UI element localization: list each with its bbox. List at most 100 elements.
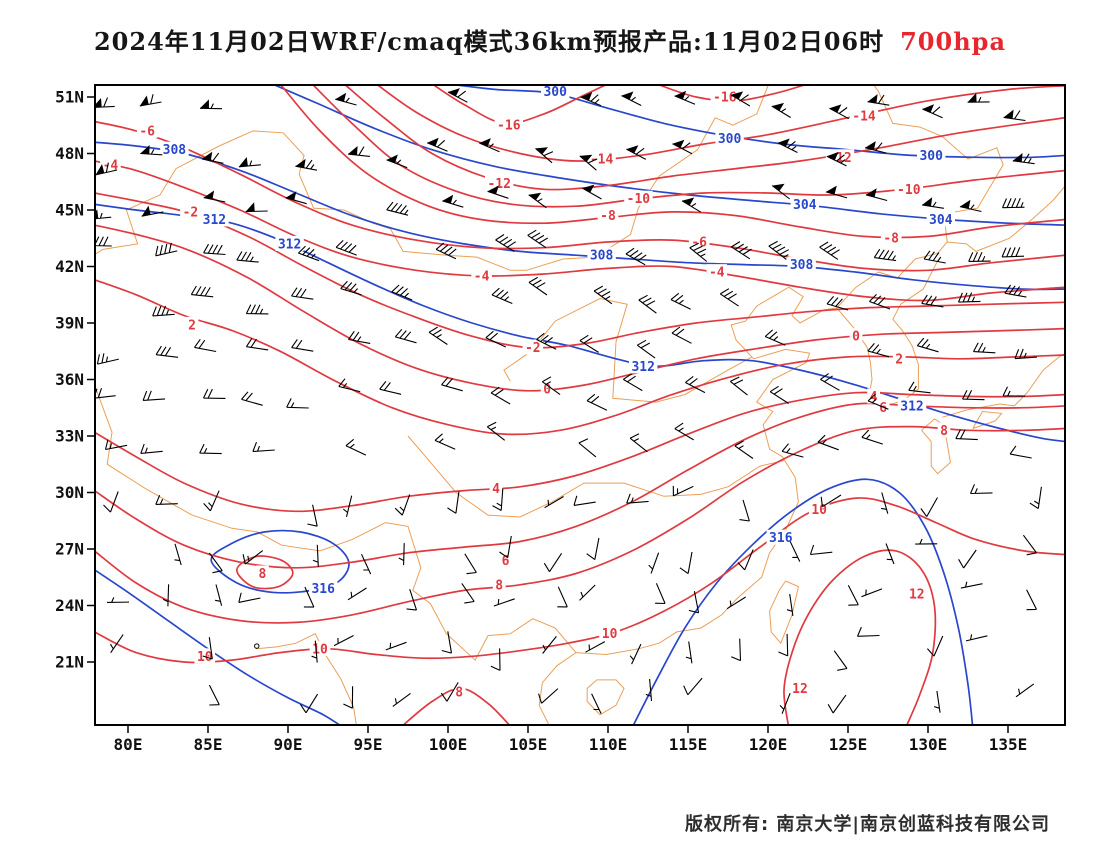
- wind-barb: [485, 330, 507, 348]
- wind-barb-pennant: [772, 183, 785, 192]
- contour-label: 4: [492, 482, 500, 497]
- wind-barb: [873, 248, 897, 262]
- contour-label-mask: [849, 107, 879, 123]
- temperature-contour: [279, 85, 1065, 239]
- wind-barb: [817, 434, 839, 451]
- y-tick-label: 45N: [55, 200, 84, 219]
- wind-barb: [392, 692, 411, 707]
- wind-barb: [769, 385, 789, 404]
- wind-barb: [625, 247, 647, 266]
- coastline: [407, 435, 785, 518]
- contour-label: -16: [713, 91, 737, 106]
- wind-barb-pennant: [442, 194, 454, 204]
- wind-barb: [155, 494, 178, 505]
- wind-barb: [435, 242, 457, 260]
- contour-label: 6: [502, 554, 510, 569]
- wind-barb: [406, 589, 418, 611]
- contour-label-mask: [892, 350, 906, 366]
- wind-barbs-group: [95, 88, 1042, 714]
- wind-barb: [236, 251, 259, 263]
- wind-barb-pennant: [626, 145, 639, 154]
- x-tick-label: 85E: [194, 735, 223, 754]
- temperature-contour: [344, 85, 1065, 191]
- wind-barb: [110, 634, 124, 654]
- wind-barb-pennant: [771, 102, 784, 111]
- wind-barb: [490, 386, 511, 405]
- height-contour: [95, 141, 1065, 291]
- contour-label: 312: [203, 213, 226, 228]
- contour-label: 12: [792, 682, 808, 697]
- contour-label-mask: [894, 181, 923, 197]
- contour-label: 312: [900, 399, 923, 414]
- contour-label-mask: [790, 196, 819, 212]
- wind-barb: [203, 490, 220, 512]
- contour-label-mask: [200, 211, 229, 227]
- contour-label-mask: [825, 149, 855, 165]
- wind-barb: [861, 429, 883, 445]
- wind-barb-pennant: [528, 192, 542, 201]
- contour-label-mask: [309, 580, 338, 596]
- wind-barb: [536, 332, 557, 350]
- contour-label-mask: [926, 211, 955, 227]
- wind-barb-pennant: [579, 154, 593, 162]
- wind-barb: [962, 389, 985, 401]
- wind-barb: [199, 443, 222, 455]
- wind-barb-pennant: [682, 197, 695, 206]
- wind-barb: [343, 686, 354, 709]
- wind-barb: [174, 543, 182, 566]
- contour-label: 308: [590, 249, 614, 264]
- wind-barb: [593, 285, 613, 305]
- wind-barb: [543, 552, 563, 573]
- y-tick-label: 24N: [55, 596, 84, 615]
- contour-label: 308: [163, 143, 187, 158]
- wind-barb: [670, 292, 691, 310]
- wind-barb: [789, 541, 801, 562]
- temperature-contour: [95, 160, 1065, 302]
- coastline: [538, 652, 577, 725]
- contour-label: 312: [278, 237, 301, 252]
- contour-label: 6: [879, 401, 887, 416]
- temperature-contour: [432, 85, 608, 125]
- wind-barb: [1001, 197, 1025, 209]
- contour-label: 300: [718, 132, 742, 147]
- temperature-contour: [95, 497, 1065, 664]
- wind-barb: [238, 592, 261, 603]
- wind-barb: [542, 636, 557, 654]
- wind-barb: [915, 538, 938, 545]
- contour-label: -4: [474, 269, 490, 284]
- wind-barb: [672, 142, 693, 155]
- wind-barb: [199, 103, 223, 110]
- contour-label-mask: [587, 151, 616, 167]
- wind-barb: [104, 439, 128, 451]
- wind-barb: [778, 633, 789, 657]
- wind-barb-pennant: [427, 137, 439, 147]
- wind-barb: [1002, 386, 1026, 397]
- wind-barb-pennant: [203, 190, 215, 200]
- wind-barb: [655, 583, 666, 605]
- wind-barb: [194, 338, 217, 353]
- wind-barb: [338, 378, 361, 393]
- wind-barb: [731, 638, 742, 662]
- x-tick-label: 130E: [909, 735, 948, 754]
- contour-label-mask: [541, 85, 570, 99]
- wind-barb: [856, 626, 880, 637]
- contour-label: -6: [139, 124, 155, 139]
- contour-label: -14: [852, 109, 876, 124]
- wind-barb: [579, 584, 596, 601]
- x-tick-label: 120E: [749, 735, 788, 754]
- wind-barb: [729, 376, 748, 396]
- wind-barb: [142, 390, 166, 401]
- contour-label: 8: [940, 424, 948, 439]
- wind-barb: [973, 342, 996, 354]
- wind-barb-pennant: [826, 185, 837, 195]
- chart-title-text: 2024年11月02日WRF/cmaq模式36km预报产品:11月02日06时: [93, 27, 885, 56]
- wind-barb: [441, 376, 463, 392]
- contour-label: -10: [897, 183, 921, 198]
- wind-barb: [685, 375, 706, 394]
- contour-label-mask: [540, 380, 554, 396]
- wind-barb-pennant: [959, 199, 971, 209]
- contour-label-mask: [599, 625, 620, 641]
- temperature-contour: [376, 85, 1065, 162]
- wind-barb: [960, 581, 983, 589]
